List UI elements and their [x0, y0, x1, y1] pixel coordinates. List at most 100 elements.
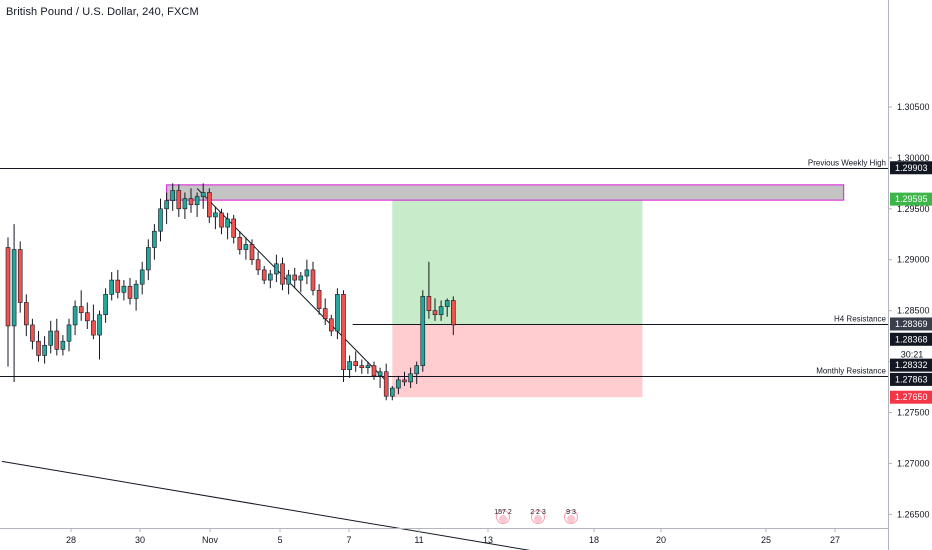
candle-down [359, 365, 365, 368]
time-tick-label: 25 [761, 535, 771, 545]
candle-up [60, 340, 66, 350]
level-label: Previous Weekly High [808, 159, 886, 168]
price-tag-bg [890, 161, 932, 175]
level-label: H4 Resistance [834, 315, 887, 324]
candle-down [30, 324, 35, 342]
trendline [1, 460, 531, 550]
candle-down [402, 379, 407, 383]
time-tick-label: 30 [135, 535, 145, 545]
candle-up [200, 192, 206, 197]
price-tag: 1.28332 [890, 358, 932, 372]
candle-up [420, 296, 426, 366]
candle-up [103, 294, 108, 316]
target-zone [392, 199, 643, 324]
candle-up [194, 196, 200, 206]
candle-up [133, 283, 139, 299]
candle-down [353, 361, 359, 366]
price-tag-label: 30:21 [901, 349, 924, 359]
candle-up [152, 230, 157, 248]
candle-up [158, 208, 163, 232]
price-tag-label: 1.29903 [895, 163, 928, 173]
price-tick-label: 1.30000 [897, 153, 930, 163]
price-tick-label: 1.28500 [897, 306, 930, 316]
time-tick-label: 27 [830, 535, 840, 545]
price-tag-label: 1.27650 [895, 392, 928, 402]
candle-down [207, 192, 212, 218]
price-tag-bg [890, 372, 932, 386]
event-marker-label: 157 2 [494, 509, 512, 516]
candle-up [414, 365, 420, 375]
candle-up [121, 285, 127, 293]
price-tag-bg [890, 192, 932, 206]
candle-up [97, 314, 102, 336]
price-tick-label: 1.27500 [897, 408, 930, 418]
candle-up [72, 306, 78, 326]
price-tag: 30:21 [890, 347, 932, 361]
candle-down [17, 249, 23, 303]
candle-up [139, 269, 145, 285]
price-tag-label: 1.27863 [895, 374, 928, 384]
candle-down [23, 302, 29, 326]
candle-down [78, 306, 84, 313]
candle-up [377, 371, 383, 377]
candle-down [36, 340, 41, 356]
candle-down [91, 320, 96, 336]
price-tick-label: 1.30500 [897, 102, 930, 112]
time-tick-label: 18 [589, 535, 599, 545]
candle-down [383, 371, 389, 397]
price-tag-label: 1.28332 [895, 360, 928, 370]
candle-up [298, 275, 304, 281]
price-tag-bg [890, 332, 932, 346]
candle-up [304, 269, 310, 277]
candle-up [438, 306, 444, 316]
candle-down [432, 310, 438, 316]
candle-down [54, 330, 60, 350]
time-tick-label: 5 [277, 535, 282, 545]
candle-up [42, 344, 47, 356]
candle-up [243, 244, 249, 250]
price-tag-label: 1.28368 [895, 334, 928, 344]
candle-down [316, 289, 322, 309]
candle-down [450, 300, 456, 326]
candle-down [426, 296, 432, 311]
price-tag: 1.28368 [890, 332, 932, 346]
candle-down [219, 212, 224, 228]
time-tick-label: 28 [66, 535, 76, 545]
candle-up [66, 324, 72, 342]
candle-up [109, 279, 114, 295]
candle-up [347, 361, 352, 371]
price-tick-label: 1.26500 [897, 509, 930, 519]
candle-up [274, 263, 279, 275]
trendline [196, 188, 387, 382]
candle-down [188, 198, 194, 206]
event-flag-icon [567, 515, 575, 523]
candle-down [127, 285, 133, 299]
price-tag: 1.29903 [890, 161, 932, 175]
time-tick-label: 7 [346, 535, 351, 545]
candle-down [176, 190, 182, 210]
time-tick-label: Nov [202, 535, 219, 545]
candle-down [115, 279, 121, 293]
time-tick-label: 11 [414, 535, 423, 545]
candle-down [5, 247, 11, 327]
price-tag: 1.27863 [890, 372, 932, 386]
candle-up [396, 379, 401, 389]
candle-up [11, 249, 17, 327]
level-label: Monthly Resistance [816, 367, 886, 376]
price-tag-bg [890, 347, 932, 361]
candle-up [365, 365, 371, 368]
price-tick-label: 1.27000 [897, 458, 930, 468]
candle-down [341, 294, 346, 371]
candle-down [237, 237, 243, 250]
event-flag-icon [534, 515, 542, 523]
price-tag-bg [890, 390, 932, 404]
price-tick-label: 1.29500 [897, 204, 930, 214]
event-marker: 9 3 [564, 509, 578, 524]
candle-up [182, 198, 188, 210]
candle-up [444, 300, 450, 307]
chart-title: British Pound / U.S. Dollar, 240, FXCM [6, 6, 199, 18]
candle-up [335, 294, 340, 332]
time-tick-label: 20 [656, 535, 666, 545]
event-flag-icon [499, 515, 507, 523]
